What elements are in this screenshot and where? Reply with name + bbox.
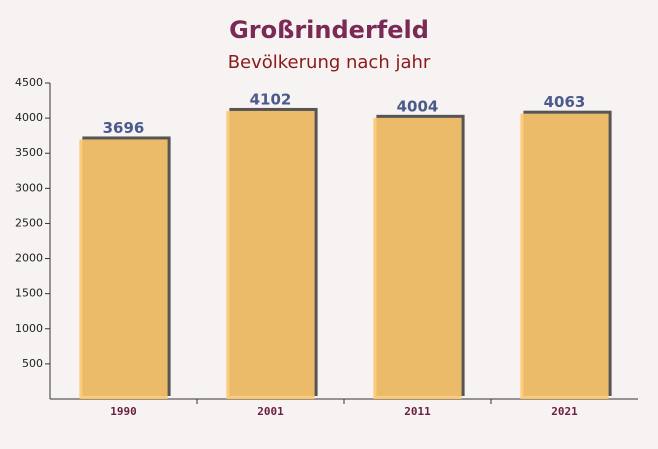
- bar: [373, 117, 462, 399]
- chart-title: Großrinderfeld: [229, 16, 429, 44]
- value-label: 4004: [397, 97, 439, 115]
- bar: [520, 113, 609, 400]
- y-tick-label: 1000: [15, 322, 43, 335]
- y-tick-label: 1500: [15, 287, 43, 300]
- y-tick-label: 2500: [15, 216, 43, 229]
- bar: [226, 110, 315, 399]
- value-label: 3696: [103, 119, 145, 137]
- y-tick-label: 2000: [15, 252, 43, 265]
- value-label: 4102: [250, 90, 292, 108]
- value-label: 4063: [544, 93, 586, 111]
- x-tick-label: 2021: [551, 405, 578, 418]
- x-tick-label: 2011: [404, 405, 431, 418]
- y-tick-label: 4000: [15, 111, 43, 124]
- bar: [79, 139, 168, 399]
- chart-subtitle: Bevölkerung nach jahr: [228, 52, 431, 73]
- y-tick-label: 4500: [15, 76, 43, 89]
- y-tick-label: 3000: [15, 181, 43, 194]
- x-tick-label: 2001: [257, 405, 284, 418]
- x-tick-label: 1990: [110, 405, 137, 418]
- y-tick-label: 3500: [15, 146, 43, 159]
- y-tick-label: 500: [22, 357, 43, 370]
